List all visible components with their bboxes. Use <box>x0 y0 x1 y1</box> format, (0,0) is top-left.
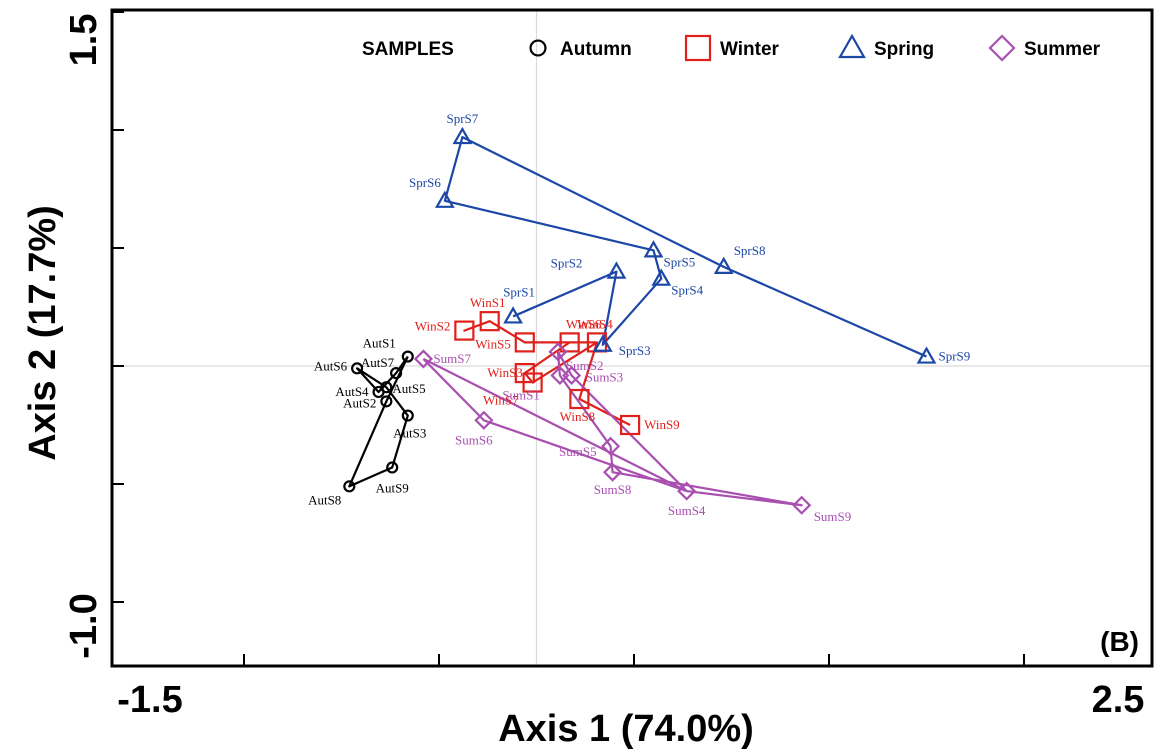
point-label-auts4: AutS4 <box>335 384 369 399</box>
series-line-summer <box>422 350 803 507</box>
x-axis-title: Axis 1 (74.0%) <box>498 708 754 750</box>
point-auts5 <box>380 381 393 394</box>
point-sprs9 <box>916 346 937 364</box>
point-label-wins8: WinS8 <box>560 409 596 424</box>
point-sums8 <box>602 462 623 482</box>
point-label-auts5: AutS5 <box>392 381 425 396</box>
point-sprs4 <box>651 268 672 286</box>
point-label-sprs2: SprS2 <box>551 256 583 271</box>
point-label-sprs4: SprS4 <box>671 283 703 298</box>
point-label-sprs3: SprS3 <box>619 343 651 358</box>
point-label-wins7: WinS7 <box>483 393 519 408</box>
point-labels: AutS1 AutS2 AutS3 AutS4 AutS5 AutS6 AutS7 AutS8… <box>308 111 970 524</box>
point-label-sums7: SumS7 <box>433 351 471 366</box>
reference-lines <box>112 10 1152 666</box>
point-label-wins4: WinS4 <box>577 316 613 331</box>
point-label-wins3: WinS3 <box>487 365 523 380</box>
legend-label-autumn: Autumn <box>560 39 632 60</box>
legend-marker-summer <box>988 34 1016 62</box>
legend: SAMPLES Autumn Winter Spring Summer <box>362 33 1101 62</box>
legend-label-summer: Summer <box>1024 39 1101 60</box>
point-label-sprs1: SprS1 <box>503 284 535 299</box>
point-auts7 <box>390 367 403 380</box>
legend-marker-winter <box>684 34 712 62</box>
point-sprs6 <box>434 190 455 208</box>
point-label-sprs9: SprS9 <box>939 349 971 364</box>
point-wins6 <box>559 332 580 353</box>
point-auts6 <box>351 362 364 375</box>
legend-label-spring: Spring <box>874 39 934 60</box>
point-wins5 <box>514 332 535 353</box>
point-label-auts6: AutS6 <box>314 358 348 373</box>
point-sprs8 <box>713 256 734 274</box>
point-label-sprs6: SprS6 <box>409 175 441 190</box>
point-label-wins6: WinS6 <box>566 316 602 331</box>
point-label-wins2: WinS2 <box>415 319 451 334</box>
point-sprs1 <box>503 306 523 324</box>
legend-marker-spring <box>838 33 866 59</box>
legend-marker-autumn <box>529 39 547 57</box>
point-auts2 <box>380 395 393 408</box>
point-label-auts8: AutS8 <box>308 492 341 507</box>
y-axis-title: Axis 2 (17.7%) <box>22 205 64 461</box>
point-label-sprs5: SprS5 <box>664 254 696 269</box>
point-wins9 <box>619 414 641 436</box>
x-tick-label-max: 2.5 <box>1092 679 1145 721</box>
y-tick-label-max: 1.5 <box>63 14 105 67</box>
point-sums4 <box>677 481 697 501</box>
point-label-auts3: AutS3 <box>393 426 426 441</box>
point-label-auts9: AutS9 <box>376 480 409 495</box>
point-label-sums9: SumS9 <box>814 509 852 524</box>
point-auts9 <box>386 461 399 474</box>
point-sums5 <box>601 436 621 456</box>
point-sums2 <box>548 342 568 362</box>
panel-label: (B) <box>1100 626 1139 657</box>
plot-frame <box>110 8 1154 668</box>
point-sprs5 <box>643 240 664 258</box>
point-sprs7 <box>452 126 473 145</box>
point-label-sums4: SumS4 <box>668 503 706 518</box>
point-sums6 <box>474 410 494 430</box>
point-label-sums8: SumS8 <box>594 482 632 497</box>
series-line-spring <box>443 135 927 358</box>
legend-label-winter: Winter <box>720 39 780 60</box>
data-markers <box>343 126 937 515</box>
point-label-auts2: AutS2 <box>343 395 376 410</box>
point-sums3 <box>562 365 582 385</box>
point-sums9 <box>792 495 812 515</box>
point-label-sprs7: SprS7 <box>447 111 479 126</box>
point-auts3 <box>401 409 414 422</box>
point-sums7 <box>413 349 433 369</box>
point-label-wins5: WinS5 <box>475 336 511 351</box>
point-label-sums2: SumS2 <box>566 358 604 373</box>
point-wins1 <box>479 311 500 332</box>
y-tick-label-min: -1.0 <box>63 593 105 658</box>
point-auts8 <box>343 480 356 493</box>
point-label-sums6: SumS6 <box>455 432 493 447</box>
point-label-sums3: SumS3 <box>586 369 624 384</box>
point-label-wins9: WinS9 <box>644 417 680 432</box>
legend-title: SAMPLES <box>362 39 454 60</box>
axis-ticks <box>112 11 1025 666</box>
point-label-sums5: SumS5 <box>559 444 597 459</box>
point-wins2 <box>454 320 475 341</box>
point-label-auts1: AutS1 <box>363 336 396 351</box>
point-wins8 <box>569 388 590 410</box>
point-auts1 <box>401 350 414 363</box>
point-sprs3 <box>592 334 613 352</box>
point-wins7 <box>522 372 543 393</box>
point-label-sprs8: SprS8 <box>734 243 766 258</box>
point-label-sums1: SumS1 <box>502 387 540 402</box>
tick-labels: -1.5 2.5 -1.0 1.5 <box>63 14 1144 721</box>
point-label-auts7: AutS7 <box>361 355 395 370</box>
point-label-wins1: WinS1 <box>470 295 506 310</box>
x-tick-label-min: -1.5 <box>117 679 182 721</box>
point-sprs2 <box>606 261 627 279</box>
